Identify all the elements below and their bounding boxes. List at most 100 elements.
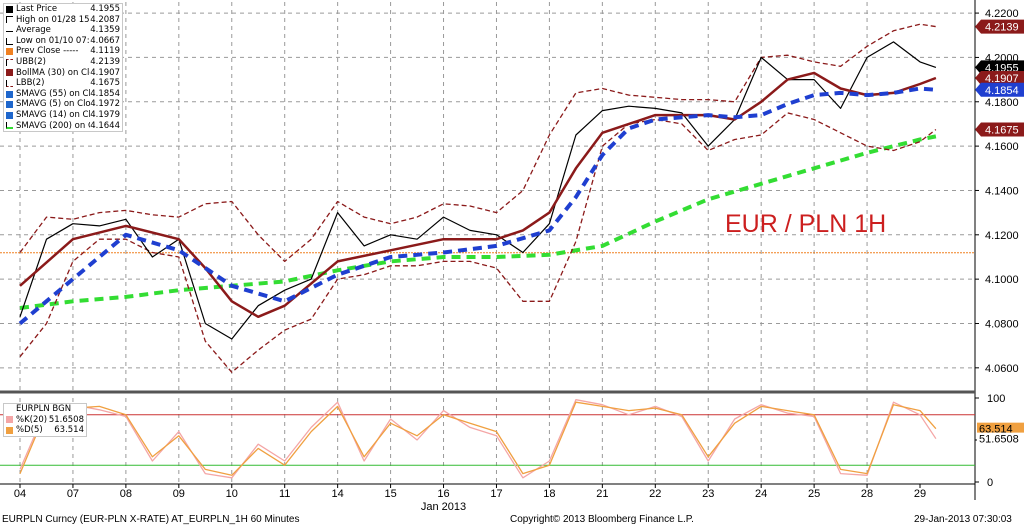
x-tick-label: 07 — [67, 488, 79, 500]
legend-entry: Prev Close ----- 4.1119 — [4, 46, 122, 57]
price-tag-label: 4.1854 — [985, 85, 1019, 97]
y-tick-label: 4.1800 — [985, 97, 1019, 109]
legend-label: SMAVG (55) on Close — [16, 88, 91, 99]
legend-label: Low on 01/10 07:00 — [16, 35, 90, 46]
osc-legend-title: EURPLN BGN — [16, 404, 72, 414]
price-tag-label: 4.1675 — [985, 124, 1019, 136]
y-tick-label: 4.0800 — [985, 318, 1019, 330]
x-tick-label: 23 — [702, 488, 714, 500]
legend-value: 4.1955 — [90, 4, 120, 14]
legend-entry: SMAVG (5) on Close4.1972 — [4, 99, 122, 110]
legend-value: 4.1907 — [90, 67, 120, 78]
legend-value: 4.0667 — [90, 35, 120, 46]
y-tick-label: 4.2200 — [985, 8, 1019, 20]
x-tick-label: 15 — [384, 488, 396, 500]
legend-label: SMAVG (14) on Close — [16, 109, 91, 120]
price-tag-label: 4.2139 — [985, 22, 1019, 34]
series-ubb-2- — [19, 23, 936, 263]
osc-series--k-20- — [19, 399, 937, 479]
osc-price-tag — [977, 422, 1024, 435]
legend-value: 4.1979 — [90, 109, 120, 120]
price-tag-label: 4.1907 — [985, 73, 1019, 85]
black-square-icon — [6, 5, 13, 13]
green-line-icon — [6, 122, 13, 130]
legend-value: 4.1119 — [90, 46, 120, 57]
y-tick-label: 4.1200 — [985, 230, 1019, 242]
legend-entry: Low on 01/10 07:004.0667 — [4, 36, 122, 47]
legend-entry: Average 4.1359 — [4, 25, 122, 36]
blue-square-icon — [6, 90, 13, 98]
blue-square-icon — [6, 101, 13, 109]
legend-value: 4.1675 — [90, 78, 120, 89]
footer-copyright: Copyright© 2013 Bloomberg Finance L.P. — [510, 514, 694, 525]
osc-legend-entry: %D(5) 63.514 — [4, 425, 86, 436]
y-tick-label: 4.1000 — [985, 274, 1019, 286]
x-tick-label: 25 — [808, 488, 820, 500]
legend-entry: UBB(2) 4.2139 — [4, 57, 122, 68]
blue-square-icon — [6, 111, 13, 119]
x-tick-label: 14 — [332, 488, 344, 500]
x-tick-label: 09 — [173, 488, 185, 500]
osc-series--d-5- — [19, 401, 937, 476]
x-tick-label: 08 — [120, 488, 132, 500]
legend-entry: High on 01/28 15:004.2087 — [4, 15, 122, 26]
y-tick-label: 4.0600 — [985, 363, 1019, 375]
legend-value: 4.1644 — [90, 120, 120, 131]
footer-timestamp: 29-Jan-2013 07:30:03 — [914, 514, 1012, 525]
legend-value: 4.2139 — [90, 56, 120, 67]
osc-legend-value: 51.6508 — [48, 414, 84, 425]
legend-label: SMAVG (5) on Close — [16, 99, 91, 110]
oscillator-legend: EURPLN BGN %K(20) 51.6508 %D(5) 63.514 — [3, 403, 87, 437]
series-bollma-30-on-close — [19, 71, 937, 319]
legend-label: Last Price — [16, 4, 58, 14]
osc-price-tag — [977, 432, 1024, 445]
series-swatch-icon — [6, 416, 13, 424]
series-swatch-icon — [6, 426, 13, 434]
x-tick-label: 18 — [543, 488, 555, 500]
chart-title: EUR / PLN 1H — [725, 210, 886, 238]
x-tick-label: 28 — [861, 488, 873, 500]
price-tag — [975, 60, 1024, 75]
legend-label: Average — [16, 25, 51, 36]
osc-price-tag-label: 51.6508 — [979, 434, 1019, 446]
osc-y-tick-label: 100 — [987, 393, 1005, 405]
maroon-square-icon — [6, 69, 13, 77]
x-tick-label: 21 — [596, 488, 608, 500]
osc-legend-value: 63.514 — [54, 425, 84, 436]
legend-label: SMAVG (200) on Close — [16, 120, 90, 131]
x-tick-label: 17 — [490, 488, 502, 500]
x-tick-label: 04 — [14, 488, 26, 500]
legend-value: 4.2087 — [90, 14, 120, 25]
legend-label: BollMA (30) on Close — [16, 67, 90, 78]
y-tick-label: 4.1400 — [985, 185, 1019, 197]
legend-entry: SMAVG (14) on Close4.1979 — [4, 110, 122, 121]
legend-value: 4.1359 — [90, 25, 120, 36]
legend-entry: LBB(2) 4.1675 — [4, 78, 122, 89]
x-tick-label: 16 — [437, 488, 449, 500]
legend-label: High on 01/28 15:00 — [16, 14, 90, 25]
orange-square-icon — [6, 48, 13, 56]
ubb-line-icon — [6, 58, 13, 66]
y-tick-label: 4.1600 — [985, 141, 1019, 153]
footer-security: EURPLN Curncy (EUR-PLN X-RATE) AT_EURPLN… — [2, 514, 300, 525]
legend-entry: SMAVG (55) on Close4.1854 — [4, 89, 122, 100]
average-marker-icon — [6, 31, 13, 33]
legend-label: LBB(2) — [16, 78, 45, 89]
x-tick-label: 24 — [755, 488, 767, 500]
price-tag — [975, 71, 1024, 86]
legend-label: Prev Close ----- — [16, 46, 79, 57]
legend-entry: SMAVG (200) on Close4.1644 — [4, 121, 122, 132]
price-tag — [975, 122, 1024, 137]
osc-legend-label: %D(5) — [16, 425, 43, 436]
legend-value: 4.1972 — [90, 99, 120, 110]
high-marker-icon — [6, 16, 13, 24]
legend-label: UBB(2) — [16, 56, 46, 67]
series-lbb-2- — [19, 112, 937, 373]
lbb-line-icon — [6, 79, 13, 87]
low-marker-icon — [6, 37, 13, 45]
osc-y-tick-label: 0 — [987, 477, 993, 489]
series-smavg-200-on-close — [19, 134, 937, 310]
